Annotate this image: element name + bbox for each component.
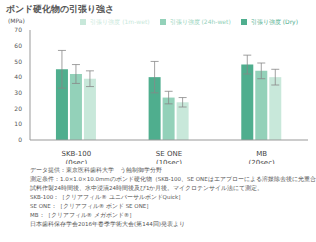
html-text:SE ONE：［クリアフィル® ボンド SE ONE］: SE ONE：［クリアフィル® ボンド SE ONE］ (30, 203, 153, 209)
html-text:データ提供：東京医科歯科大学 う蝕制御学分野: データ提供：東京医科歯科大学 う蝕制御学分野 (30, 167, 162, 173)
svg-text:10: 10 (14, 120, 22, 127)
html-text:引張り強度 (Dry): 引張り強度 (Dry) (250, 18, 298, 25)
svg-text:20: 20 (14, 105, 22, 112)
svg-text:40: 40 (14, 73, 22, 80)
svg-text:SE ONE(10sec): SE ONE(10sec) (156, 150, 182, 164)
html-text:MB：［クリアフィル® メガボンド®］: MB：［クリアフィル® メガボンド®］ (30, 212, 136, 218)
svg-text:0: 0 (18, 136, 22, 143)
html-text:ボンド硬化物の引張り強さ: ボンド硬化物の引張り強さ (6, 4, 114, 14)
html-text:SKB-100：［クリアフィル® ユニバーサルボンドQuic: SKB-100：［クリアフィル® ユニバーサルボンドQuick］ (30, 194, 185, 200)
html-text:引張り強度 (1m-wet): 引張り強度 (1m-wet) (90, 18, 150, 25)
svg-text:MB(20sec): MB(20sec) (249, 150, 275, 164)
svg-text:60: 60 (14, 42, 22, 49)
svg-text:30: 30 (14, 89, 22, 96)
html-text:引張り強度 (24h-wet): 引張り強度 (24h-wet) (169, 18, 231, 25)
html-text:試料作製24時間後、水中浸漬24時間後及び1か月後。マイクロ: 試料作製24時間後、水中浸漬24時間後及び1か月後。マイクロテンサイル法にて測定… (30, 185, 264, 191)
html-text:日本歯科保存学会2016年春季学術大会(第144回)発表より: 日本歯科保存学会2016年春季学術大会(第144回)発表より (30, 221, 185, 227)
svg-text:70: 70 (14, 26, 22, 33)
svg-text:50: 50 (14, 58, 22, 65)
html-text:(MPa): (MPa) (8, 17, 25, 24)
svg-text:SKB-100(0sec): SKB-100(0sec) (61, 150, 91, 164)
